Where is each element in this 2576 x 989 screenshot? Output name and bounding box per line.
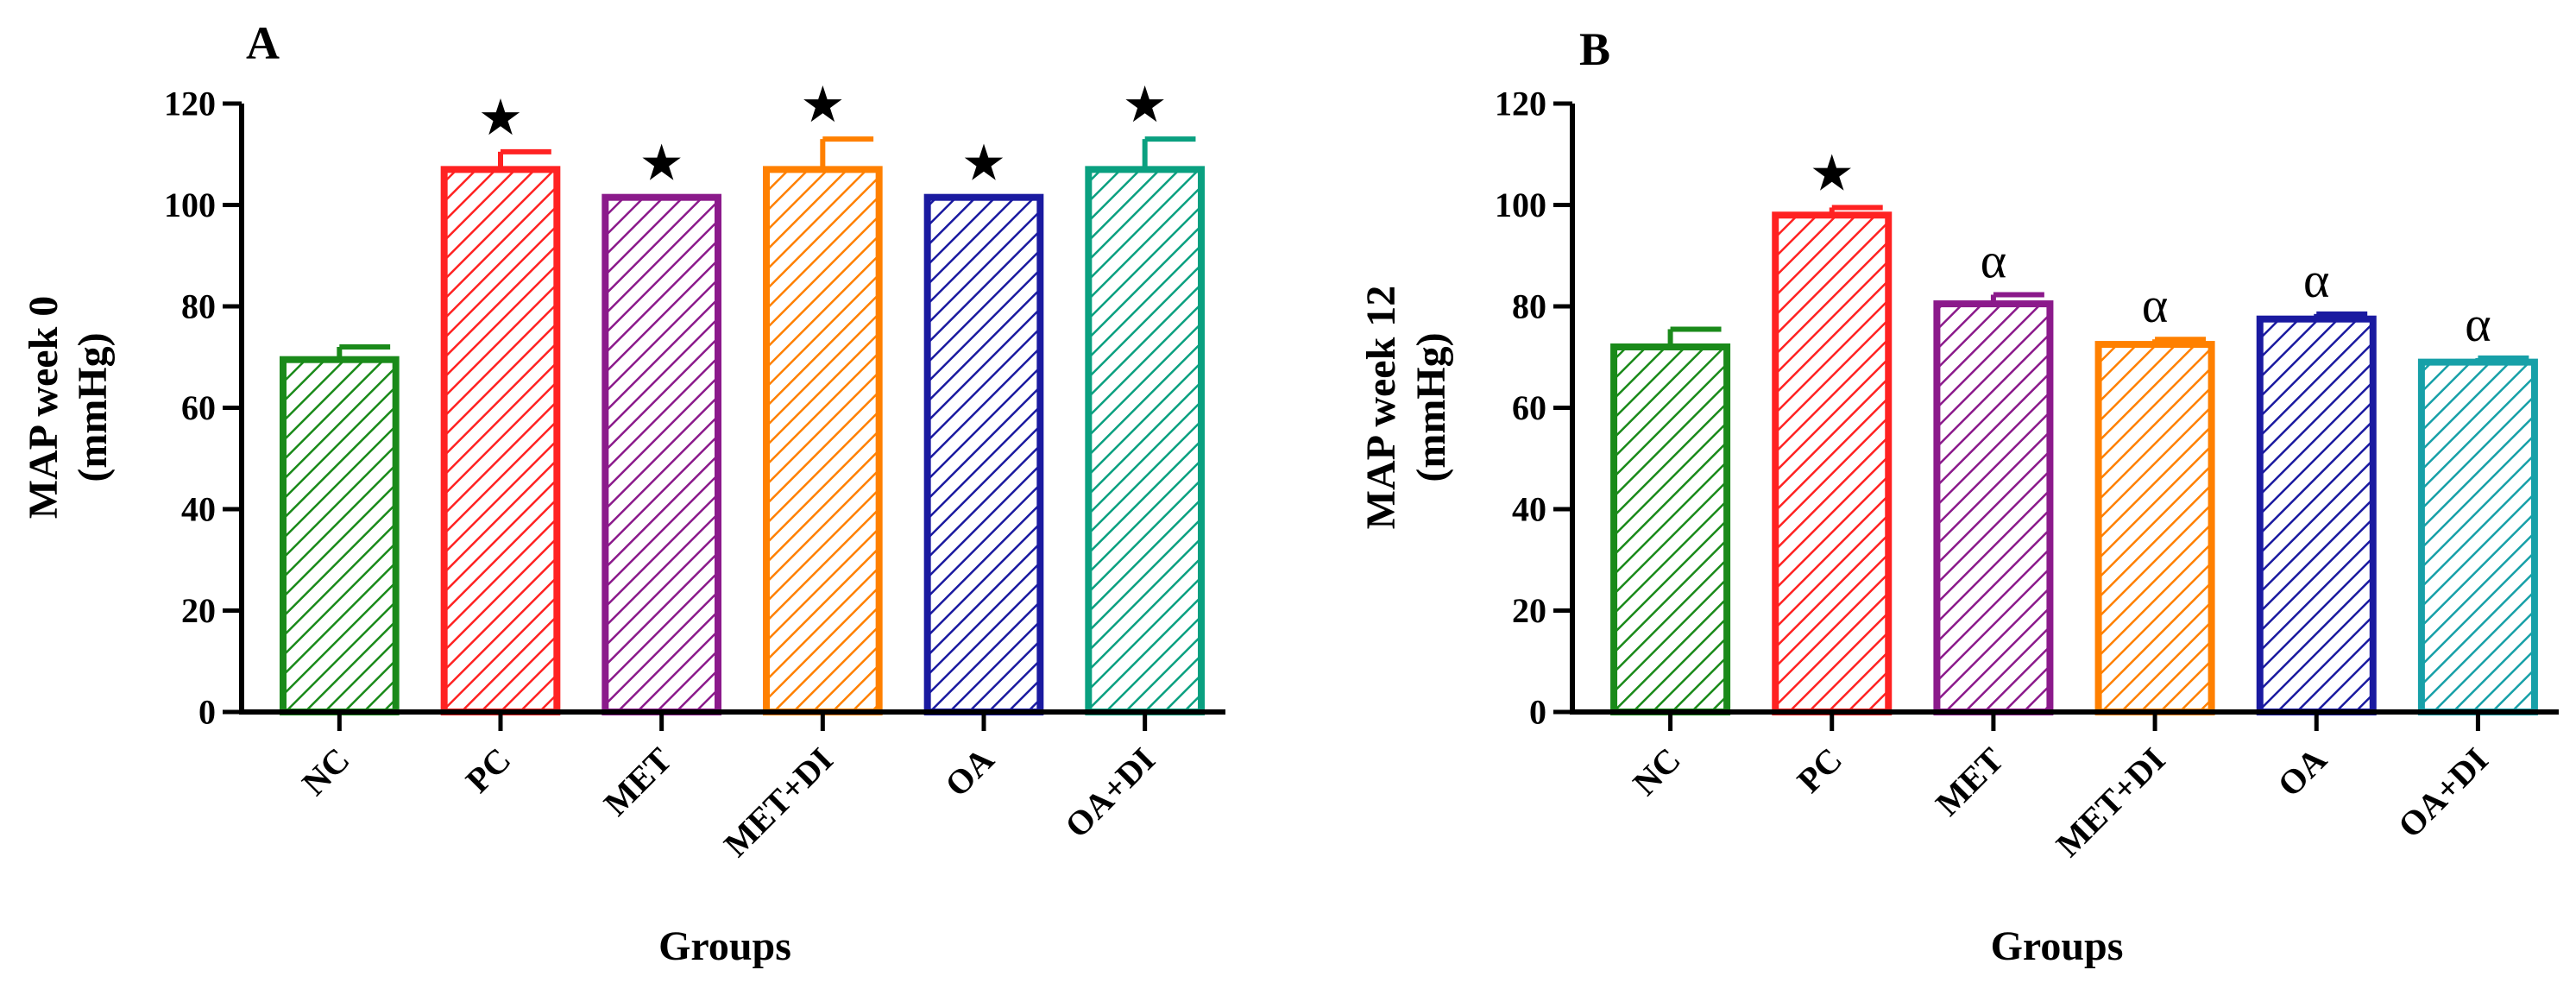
y-tick-label: 120 <box>1495 85 1546 123</box>
y-tick-label: 100 <box>1495 186 1546 224</box>
bar-oa <box>2256 315 2377 715</box>
category-label: NC <box>1625 740 1688 803</box>
y-tick-label: 80 <box>181 287 216 326</box>
significance-alpha: α <box>1981 232 2006 288</box>
y-axis-unit-label: (mmHg) <box>1408 332 1454 482</box>
panel-letter: A <box>246 17 280 69</box>
category-label: PC <box>1790 740 1850 801</box>
category-label: OA+DI <box>2390 740 2496 846</box>
y-tick-label: 120 <box>164 85 216 123</box>
category-label: MET <box>1928 740 2011 822</box>
significance-star: ★ <box>961 135 1006 192</box>
y-tick-label: 40 <box>181 490 216 529</box>
bar-oa <box>923 193 1044 715</box>
bar-met-plus-di <box>763 166 883 715</box>
x-axis-label: Groups <box>1991 923 2124 969</box>
bar-pc <box>1772 211 1893 715</box>
significance-alpha: α <box>2303 252 2329 308</box>
category-label: OA+DI <box>1057 740 1162 846</box>
bar-met <box>601 193 721 715</box>
category-label: OA <box>2270 740 2334 803</box>
y-tick-label: 0 <box>1529 693 1546 732</box>
category-label: MET <box>596 740 679 822</box>
category-label: NC <box>294 740 357 803</box>
panel-b: B MAP week 12 (mmHg) NC ★ PC α MET α MET+DI α OA α OA… <box>1358 23 2559 969</box>
panel-letter: B <box>1579 23 1610 75</box>
bar-pc <box>440 166 561 715</box>
y-axis-label: MAP week 0 <box>21 296 66 520</box>
y-tick-label: 80 <box>1512 287 1546 326</box>
y-tick-label: 100 <box>164 186 216 224</box>
bar-nc <box>1610 343 1731 715</box>
significance-star: ★ <box>478 90 523 146</box>
significance-alpha: α <box>2465 296 2491 352</box>
panel-a: A MAP week 0 (mmHg) NC ★ PC ★ MET ★ MET+DI ★ OA ★ OA+… <box>21 17 1225 969</box>
y-tick-label: 20 <box>1512 591 1546 630</box>
bar-nc <box>280 356 400 715</box>
significance-star: ★ <box>800 77 845 133</box>
y-axis-label: MAP week 12 <box>1358 286 1404 530</box>
category-label: MET+DI <box>2049 740 2173 865</box>
significance-star: ★ <box>1123 77 1168 133</box>
bar-met <box>1933 300 2054 715</box>
x-axis-label: Groups <box>658 923 791 969</box>
y-tick-label: 20 <box>181 591 216 630</box>
significance-star: ★ <box>1810 145 1855 201</box>
y-tick-label: 60 <box>181 388 216 427</box>
category-label: OA <box>937 740 1001 803</box>
bar-oa-plus-di <box>2417 358 2538 715</box>
category-label: MET+DI <box>716 740 841 865</box>
category-label: PC <box>458 740 519 801</box>
y-tick-label: 0 <box>198 693 216 732</box>
significance-star: ★ <box>639 135 684 192</box>
y-tick-label: 60 <box>1512 388 1546 427</box>
y-axis-unit-label: (mmHg) <box>70 332 116 482</box>
significance-alpha: α <box>2142 277 2168 333</box>
y-tick-label: 40 <box>1512 490 1546 529</box>
bar-met-plus-di <box>2094 341 2215 715</box>
bar-oa-plus-di <box>1085 166 1206 715</box>
